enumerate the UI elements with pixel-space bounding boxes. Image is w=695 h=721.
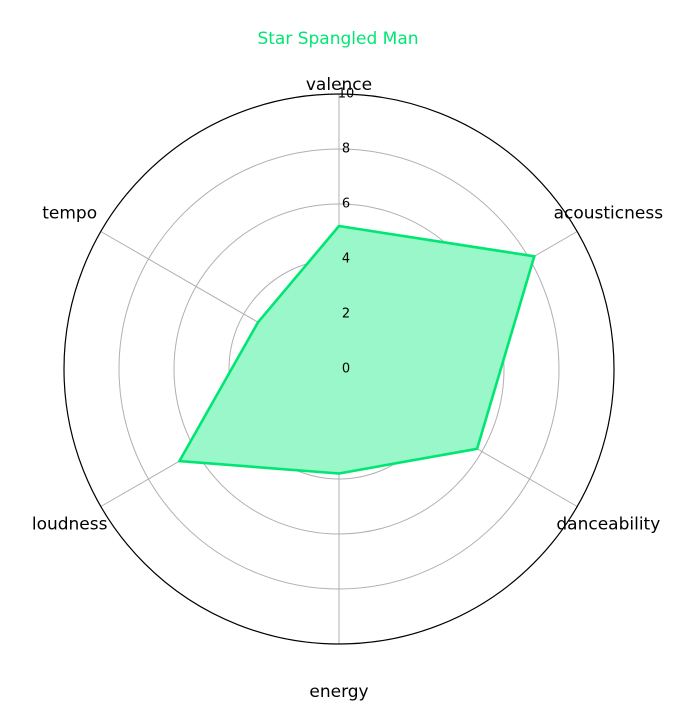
label-layer: valence acousticness danceability energy lou… — [32, 75, 663, 702]
data-point-energy — [337, 472, 341, 475]
axis-label-tempo: tempo — [42, 204, 97, 224]
tick-label: 6 — [342, 197, 350, 212]
data-point-loudness — [178, 459, 181, 463]
data-point-valence — [337, 224, 341, 228]
tick-label: 2 — [342, 307, 350, 322]
axis-label-acousticness: acousticness — [554, 204, 664, 224]
tick-label: 8 — [342, 142, 350, 157]
data-point-acousticness — [532, 254, 536, 258]
tick-layer: 0 2 4 6 8 10 — [338, 87, 355, 377]
tick-label: 4 — [342, 252, 350, 267]
axis-label-danceability: danceability — [556, 515, 660, 535]
tick-label: 10 — [338, 87, 355, 102]
series-area — [179, 226, 535, 474]
axis-label-energy: energy — [309, 682, 368, 702]
chart-title: Star Spangled Man — [257, 29, 418, 49]
data-point-tempo — [256, 320, 260, 324]
data-point-danceability — [475, 447, 479, 451]
series-layer — [178, 224, 536, 475]
axis-label-valence: valence — [306, 75, 372, 95]
outer-frame — [63, 93, 615, 645]
tick-label: 0 — [342, 362, 350, 377]
axis-label-loudness: loudness — [32, 515, 108, 535]
